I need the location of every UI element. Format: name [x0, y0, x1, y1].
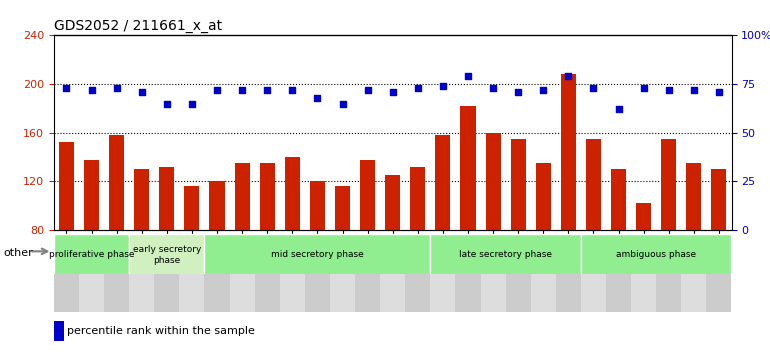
- FancyBboxPatch shape: [54, 234, 129, 276]
- Point: [487, 85, 499, 91]
- Bar: [511, 139, 526, 230]
- Bar: [184, 186, 199, 230]
- Bar: [54, 274, 79, 312]
- Bar: [686, 163, 701, 230]
- Bar: [661, 139, 676, 230]
- FancyBboxPatch shape: [581, 234, 732, 276]
- Bar: [159, 167, 174, 230]
- Point: [387, 89, 399, 95]
- Bar: [205, 274, 229, 312]
- Bar: [104, 274, 129, 312]
- Bar: [235, 163, 249, 230]
- Bar: [59, 142, 74, 230]
- Text: proliferative phase: proliferative phase: [49, 250, 134, 259]
- Bar: [360, 160, 375, 230]
- Point: [211, 87, 223, 93]
- Bar: [380, 274, 405, 312]
- Bar: [606, 274, 631, 312]
- Point: [186, 101, 198, 106]
- Bar: [255, 274, 280, 312]
- Bar: [305, 274, 330, 312]
- Bar: [129, 274, 154, 312]
- Text: late secretory phase: late secretory phase: [459, 250, 552, 259]
- Point: [336, 101, 349, 106]
- Bar: [355, 274, 380, 312]
- Bar: [410, 167, 425, 230]
- Point: [638, 85, 650, 91]
- Bar: [84, 160, 99, 230]
- Bar: [405, 274, 430, 312]
- Bar: [581, 274, 606, 312]
- Bar: [706, 274, 732, 312]
- Point: [512, 89, 524, 95]
- Bar: [54, 293, 63, 312]
- FancyBboxPatch shape: [430, 234, 581, 276]
- Text: GDS2052 / 211661_x_at: GDS2052 / 211661_x_at: [54, 19, 222, 33]
- Bar: [435, 135, 450, 230]
- Bar: [310, 181, 325, 230]
- Text: early secretory
phase: early secretory phase: [132, 245, 201, 264]
- Point: [311, 95, 323, 101]
- Point: [261, 87, 273, 93]
- Bar: [109, 135, 124, 230]
- Bar: [711, 169, 726, 230]
- Bar: [280, 274, 305, 312]
- Bar: [179, 274, 205, 312]
- Point: [136, 89, 148, 95]
- Bar: [561, 74, 576, 230]
- Point: [161, 101, 173, 106]
- Bar: [631, 274, 656, 312]
- Point: [562, 73, 574, 79]
- Bar: [611, 169, 626, 230]
- Bar: [480, 274, 506, 312]
- Point: [286, 87, 299, 93]
- Text: count: count: [68, 297, 99, 307]
- Bar: [460, 106, 476, 230]
- Point: [110, 85, 122, 91]
- Point: [612, 107, 624, 112]
- Text: other: other: [4, 248, 34, 258]
- FancyBboxPatch shape: [129, 234, 205, 276]
- Bar: [486, 133, 500, 230]
- Point: [437, 83, 449, 89]
- Bar: [455, 274, 480, 312]
- Point: [361, 87, 373, 93]
- Bar: [430, 274, 455, 312]
- Point: [688, 87, 700, 93]
- Point: [412, 85, 424, 91]
- Point: [85, 87, 98, 93]
- Bar: [586, 139, 601, 230]
- Point: [236, 87, 248, 93]
- Point: [663, 87, 675, 93]
- Bar: [330, 274, 355, 312]
- Bar: [209, 181, 225, 230]
- Point: [462, 73, 474, 79]
- Bar: [134, 169, 149, 230]
- FancyBboxPatch shape: [205, 234, 430, 276]
- Bar: [79, 274, 104, 312]
- Bar: [656, 274, 681, 312]
- Point: [537, 87, 550, 93]
- Point: [588, 85, 600, 91]
- Bar: [229, 274, 255, 312]
- Text: mid secretory phase: mid secretory phase: [271, 250, 363, 259]
- Bar: [335, 186, 350, 230]
- Bar: [506, 274, 531, 312]
- Bar: [681, 274, 706, 312]
- Bar: [556, 274, 581, 312]
- Bar: [259, 163, 275, 230]
- Bar: [54, 321, 63, 341]
- Text: percentile rank within the sample: percentile rank within the sample: [68, 326, 255, 336]
- Point: [60, 85, 72, 91]
- Bar: [531, 274, 556, 312]
- Bar: [636, 203, 651, 230]
- Point: [713, 89, 725, 95]
- Text: ambiguous phase: ambiguous phase: [616, 250, 696, 259]
- Bar: [154, 274, 179, 312]
- Bar: [285, 157, 300, 230]
- Bar: [385, 175, 400, 230]
- Bar: [536, 163, 551, 230]
